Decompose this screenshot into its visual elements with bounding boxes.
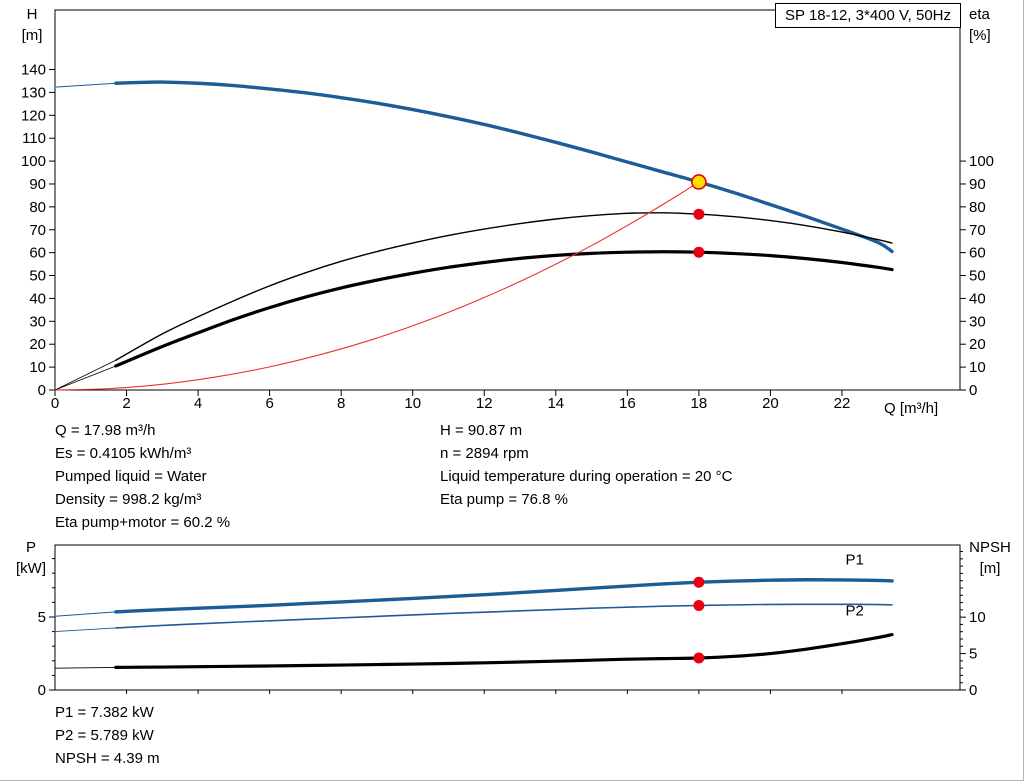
power-npsh-values-column: P1 = 7.382 kW P2 = 5.789 kW NPSH = 4.39 … (55, 701, 160, 770)
left-tick-label: 70 (29, 222, 46, 239)
left-tick-label: 60 (29, 245, 46, 262)
curve-eta-pump (115, 212, 893, 361)
speed-value: n = 2894 rpm (440, 445, 529, 462)
x-tick-label: 2 (122, 395, 130, 412)
x-tick-label: 20 (762, 395, 779, 412)
curve-NPSH (114, 633, 894, 670)
right-tick-label: 70 (969, 222, 986, 239)
x-tick-label: 18 (691, 395, 708, 412)
liquid-temperature-value: Liquid temperature during operation = 20… (440, 468, 733, 485)
x-tick-label: 22 (834, 395, 851, 412)
specific-energy-value: Es = 0.4105 kWh/m³ (55, 445, 192, 462)
density-value: Density = 998.2 kg/m³ (55, 491, 202, 508)
head-value: H = 90.87 m (440, 422, 523, 439)
left-tick-label: 20 (29, 336, 46, 353)
right-tick-label: 0 (969, 382, 977, 399)
marker-P2-point (693, 599, 705, 611)
left-tick-label: 80 (29, 199, 46, 216)
x-tick-label: 8 (337, 395, 345, 412)
right-tick-label: 10 (969, 359, 986, 376)
left-tick-label: 120 (21, 107, 46, 124)
eta-pump-value: Eta pump = 76.8 % (440, 491, 568, 508)
eta-pump-motor-value: Eta pump+motor = 60.2 % (55, 514, 231, 531)
left-tick-label: 50 (29, 268, 46, 285)
right-tick-label: 5 (969, 646, 977, 663)
left-tick-label: 100 (21, 153, 46, 170)
curve-H-extension (54, 82, 117, 88)
right-tick-label: 40 (969, 290, 986, 307)
q-axis-title: Q [m³/h] (884, 400, 939, 417)
p1-value: P1 = 7.382 kW (55, 704, 154, 721)
left-tick-label: 30 (29, 313, 46, 330)
marker-P1-point (693, 576, 705, 588)
right-tick-label: 50 (969, 268, 986, 285)
curve-P1 (114, 578, 894, 614)
x-tick-label: 10 (404, 395, 421, 412)
x-tick-label: 4 (194, 395, 202, 412)
marker-eta-pump-motor-point (693, 246, 705, 258)
marker-eta-pump-point (693, 208, 705, 220)
left-tick-label: 110 (22, 130, 46, 147)
npsh-axis-title-symbol: NPSH (969, 539, 1011, 556)
curve-label-P2: P2 (846, 603, 864, 620)
h-axis-title-symbol: H (26, 6, 38, 23)
right-tick-label: 30 (969, 313, 986, 330)
left-tick-label: 130 (21, 84, 46, 101)
curve-eta-pump-motor-extension (54, 365, 117, 391)
curve-H (114, 80, 894, 254)
p-axis-title-unit: [kW] (16, 560, 46, 577)
left-tick-label: 10 (29, 359, 46, 376)
x-tick-label: 16 (619, 395, 636, 412)
right-tick-label: 10 (969, 609, 986, 626)
right-tick-label: 60 (969, 245, 986, 262)
left-tick-label: 90 (29, 176, 46, 193)
p-axis-title: P [kW] (8, 537, 54, 579)
eta-axis-title-symbol: eta (969, 6, 990, 23)
x-tick-label: 6 (265, 395, 273, 412)
head-efficiency-chart-plot-border (54, 9, 961, 391)
operating-data-left-column: Q = 17.98 m³/h Es = 0.4105 kWh/m³ Pumped… (55, 419, 230, 534)
npsh-value: NPSH = 4.39 m (55, 750, 160, 767)
p-axis-title-symbol: P (25, 539, 36, 556)
curve-NPSH-extension (54, 666, 117, 669)
pumped-liquid-value: Pumped liquid = Water (55, 468, 207, 485)
npsh-axis-title: NPSH [m] (962, 537, 1018, 579)
curve-label-P1: P1 (846, 551, 864, 568)
eta-axis-title-unit: [%] (969, 27, 991, 44)
left-tick-label: 0 (38, 682, 46, 699)
curve-system-curve (54, 181, 700, 391)
x-tick-label: 14 (547, 395, 564, 412)
left-tick-label: 140 (21, 62, 46, 79)
flow-value: Q = 17.98 m³/h (55, 422, 156, 439)
eta-axis-title: eta [%] (969, 4, 1013, 46)
h-axis-title-unit: [m] (21, 27, 43, 44)
curve-eta-pump-motor (114, 250, 894, 368)
right-tick-label: 90 (969, 176, 986, 193)
left-tick-label: 5 (38, 609, 46, 626)
x-tick-label: 12 (476, 395, 493, 412)
p2-value: P2 = 5.789 kW (55, 727, 154, 744)
right-tick-label: 80 (969, 199, 986, 216)
marker-NPSH-point (693, 652, 705, 664)
marker-duty-point (691, 174, 707, 190)
right-tick-label: 20 (969, 336, 986, 353)
curve-eta-pump-extension (54, 359, 117, 391)
operating-data-right-column: H = 90.87 m n = 2894 rpm Liquid temperat… (440, 419, 732, 511)
x-tick-label: 0 (51, 395, 59, 412)
right-tick-label: 0 (969, 682, 977, 699)
left-tick-label: 0 (38, 382, 46, 399)
pump-model-box: SP 18-12, 3*400 V, 50Hz (775, 3, 961, 28)
curve-P2 (115, 603, 893, 629)
curve-P1-extension (54, 611, 117, 617)
right-tick-label: 100 (969, 153, 994, 170)
curve-P2-extension (54, 627, 117, 633)
left-tick-label: 40 (29, 290, 46, 307)
npsh-axis-title-unit: [m] (979, 560, 1001, 577)
h-axis-title: H [m] (10, 4, 54, 46)
